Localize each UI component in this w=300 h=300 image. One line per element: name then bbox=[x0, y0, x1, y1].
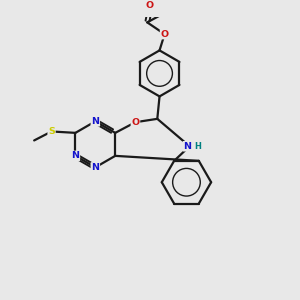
Text: N: N bbox=[91, 163, 99, 172]
Text: O: O bbox=[131, 118, 140, 127]
Text: N: N bbox=[183, 142, 191, 151]
Text: N: N bbox=[71, 152, 80, 160]
Text: H: H bbox=[194, 142, 201, 151]
Text: S: S bbox=[48, 127, 55, 136]
Text: O: O bbox=[145, 1, 153, 10]
Text: O: O bbox=[160, 30, 169, 39]
Text: N: N bbox=[91, 117, 99, 126]
